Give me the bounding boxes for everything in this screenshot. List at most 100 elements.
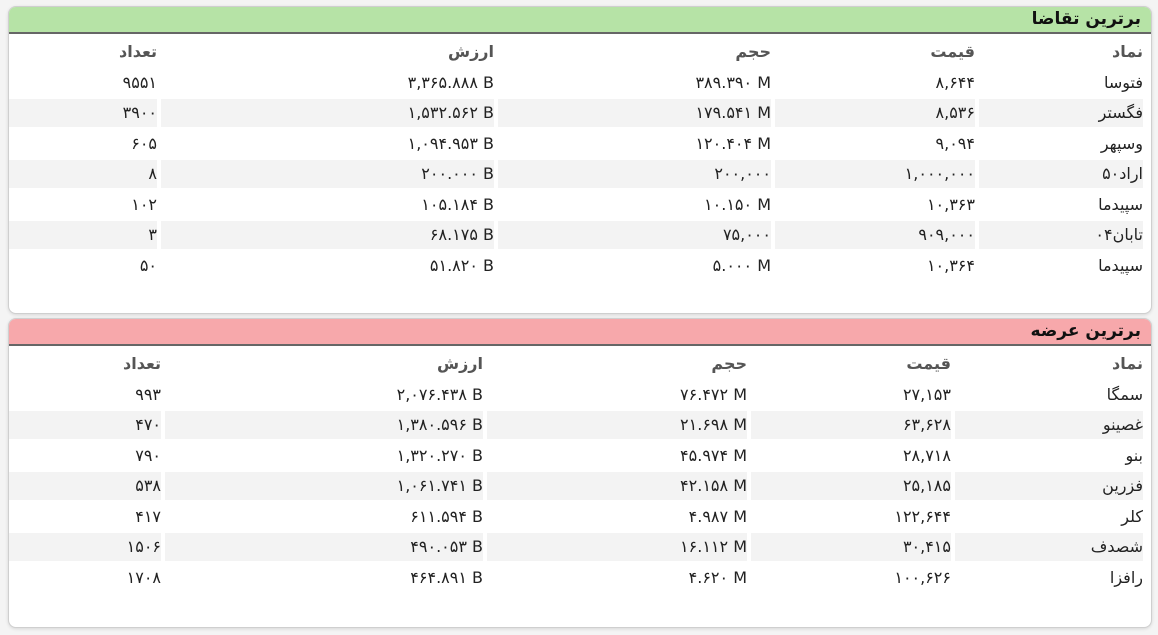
count-cell: ۳ (9, 221, 157, 249)
volume-cell: ۷۵,۰۰۰ (498, 221, 771, 249)
price-cell: ۸,۶۴۴ (935, 72, 975, 92)
volume-cell: ۴.۹۸۷ M (688, 506, 747, 526)
symbol-cell[interactable]: فتوسا (1103, 72, 1143, 92)
table-row[interactable]: فزرین ۲۵,۱۸۵ ۴۲.۱۵۸ M ۱,۰۶۱.۷۴۱ B ۵۳۸ (9, 472, 1151, 500)
price-cell: ۱۰,۳۶۳ (926, 194, 975, 214)
price-cell: ۹,۰۹۴ (935, 133, 975, 153)
table-row[interactable]: سپیدما ۱۰,۳۶۳ ۱۰.۱۵۰ M ۱۰۵.۱۸۴ B ۱۰۲ (9, 191, 1151, 219)
symbol-cell[interactable]: کلر (1121, 506, 1143, 526)
price-cell: ۳۰,۴۱۵ (751, 533, 951, 561)
demand-header-price: قیمت (930, 42, 975, 61)
table-row[interactable]: شصدف ۳۰,۴۱۵ ۱۶.۱۱۲ M ۴۹۰.۰۵۳ B ۱۵۰۶ (9, 533, 1151, 561)
count-cell: ۱۰۲ (131, 194, 157, 214)
price-cell: ۱,۰۰۰,۰۰۰ (775, 160, 975, 188)
symbol-cell[interactable]: اراد۵۰ (979, 160, 1143, 188)
symbol-cell[interactable]: سپیدما (1098, 255, 1143, 275)
volume-cell: ۲۱.۶۹۸ M (487, 411, 747, 439)
value-cell: ۱,۰۶۱.۷۴۱ B (165, 472, 483, 500)
count-cell: ۴۷۰ (9, 411, 161, 439)
count-cell: ۹۹۳ (135, 384, 161, 404)
value-cell: ۶۱۱.۵۹۴ B (410, 506, 483, 526)
price-cell: ۸,۵۳۶ (775, 99, 975, 127)
volume-cell: ۵.۰۰۰ M (712, 255, 771, 275)
count-cell: ۵۰ (139, 255, 157, 275)
symbol-cell[interactable]: بنو (1125, 445, 1143, 465)
demand-header-volume: حجم (735, 42, 771, 61)
volume-cell: ۴۲.۱۵۸ M (487, 472, 747, 500)
value-cell: ۴۶۴.۸۹۱ B (410, 567, 483, 587)
value-cell: ۱,۰۹۴.۹۵۳ B (407, 133, 494, 153)
value-cell: ۱,۳۲۰.۲۷۰ B (396, 445, 483, 465)
supply-header-row: نماد قیمت حجم ارزش تعداد (9, 350, 1151, 378)
price-cell: ۶۳,۶۲۸ (751, 411, 951, 439)
demand-header-value: ارزش (448, 42, 494, 61)
value-cell: ۱,۳۸۰.۵۹۶ B (165, 411, 483, 439)
volume-cell: ۳۸۹.۳۹۰ M (695, 72, 771, 92)
value-cell: ۱,۵۳۲.۵۶۲ B (161, 99, 494, 127)
table-row[interactable]: غصینو ۶۳,۶۲۸ ۲۱.۶۹۸ M ۱,۳۸۰.۵۹۶ B ۴۷۰ (9, 411, 1151, 439)
price-cell: ۹۰۹,۰۰۰ (775, 221, 975, 249)
top-supply-title: برترین عرضه (9, 319, 1151, 346)
value-cell: ۲۰۰.۰۰۰ B (161, 160, 494, 188)
volume-cell: ۱۶.۱۱۲ M (487, 533, 747, 561)
volume-cell: ۴.۶۲۰ M (688, 567, 747, 587)
value-cell: ۱۰۵.۱۸۴ B (421, 194, 494, 214)
price-cell: ۲۷,۱۵۳ (902, 384, 951, 404)
price-cell: ۲۸,۷۱۸ (902, 445, 951, 465)
volume-cell: ۱۲۰.۴۰۴ M (695, 133, 771, 153)
symbol-cell[interactable]: تابان۰۴ (979, 221, 1143, 249)
count-cell: ۵۳۸ (9, 472, 161, 500)
count-cell: ۳۹۰۰ (9, 99, 157, 127)
table-row[interactable]: وسپهر ۹,۰۹۴ ۱۲۰.۴۰۴ M ۱,۰۹۴.۹۵۳ B ۶۰۵ (9, 130, 1151, 158)
demand-header-count: تعداد (119, 42, 157, 61)
value-cell: ۶۸.۱۷۵ B (161, 221, 494, 249)
top-demand-title: برترین تقاضا (9, 7, 1151, 34)
count-cell: ۱۷۰۸ (126, 567, 161, 587)
volume-cell: ۱۷۹.۵۴۱ M (498, 99, 771, 127)
table-row[interactable]: فگستر ۸,۵۳۶ ۱۷۹.۵۴۱ M ۱,۵۳۲.۵۶۲ B ۳۹۰۰ (9, 99, 1151, 127)
count-cell: ۹۵۵۱ (122, 72, 157, 92)
top-demand-panel: برترین تقاضا نماد قیمت حجم ارزش تعداد فتوسا ۸,… (8, 6, 1152, 314)
count-cell: ۸ (9, 160, 157, 188)
price-cell: ۱۲۲,۶۴۴ (894, 506, 951, 526)
count-cell: ۴۱۷ (135, 506, 161, 526)
symbol-cell[interactable]: وسپهر (1100, 133, 1143, 153)
demand-header-row: نماد قیمت حجم ارزش تعداد (9, 38, 1151, 66)
volume-cell: ۱۰.۱۵۰ M (704, 194, 771, 214)
symbol-cell[interactable]: رافزا (1109, 567, 1143, 587)
symbol-cell[interactable]: سمگا (1106, 384, 1143, 404)
table-row[interactable]: بنو ۲۸,۷۱۸ ۴۵.۹۷۴ M ۱,۳۲۰.۲۷۰ B ۷۹۰ (9, 442, 1151, 470)
volume-cell: ۲۰۰,۰۰۰ (498, 160, 771, 188)
value-cell: ۲,۰۷۶.۴۳۸ B (396, 384, 483, 404)
value-cell: ۵۱.۸۲۰ B (429, 255, 494, 275)
symbol-cell[interactable]: سپیدما (1098, 194, 1143, 214)
price-cell: ۲۵,۱۸۵ (751, 472, 951, 500)
volume-cell: ۷۶.۴۷۲ M (680, 384, 747, 404)
count-cell: ۷۹۰ (135, 445, 161, 465)
price-cell: ۱۰,۳۶۴ (926, 255, 975, 275)
count-cell: ۶۰۵ (131, 133, 157, 153)
symbol-cell[interactable]: فگستر (979, 99, 1143, 127)
supply-header-price: قیمت (906, 354, 951, 373)
table-row[interactable]: رافزا ۱۰۰,۶۲۶ ۴.۶۲۰ M ۴۶۴.۸۹۱ B ۱۷۰۸ (9, 564, 1151, 592)
price-cell: ۱۰۰,۶۲۶ (894, 567, 951, 587)
demand-header-symbol: نماد (1112, 42, 1143, 61)
value-cell: ۳,۳۶۵.۸۸۸ B (407, 72, 494, 92)
count-cell: ۱۵۰۶ (9, 533, 161, 561)
top-supply-panel: برترین عرضه نماد قیمت حجم ارزش تعداد سمگا ۲۷,۱… (8, 318, 1152, 628)
supply-header-value: ارزش (437, 354, 483, 373)
table-row[interactable]: فتوسا ۸,۶۴۴ ۳۸۹.۳۹۰ M ۳,۳۶۵.۸۸۸ B ۹۵۵۱ (9, 69, 1151, 97)
supply-header-volume: حجم (711, 354, 747, 373)
volume-cell: ۴۵.۹۷۴ M (680, 445, 747, 465)
symbol-cell[interactable]: غصینو (955, 411, 1143, 439)
value-cell: ۴۹۰.۰۵۳ B (165, 533, 483, 561)
symbol-cell[interactable]: شصدف (955, 533, 1143, 561)
symbol-cell[interactable]: فزرین (955, 472, 1143, 500)
supply-header-symbol: نماد (1112, 354, 1143, 373)
supply-header-count: تعداد (123, 354, 161, 373)
table-row[interactable]: سمگا ۲۷,۱۵۳ ۷۶.۴۷۲ M ۲,۰۷۶.۴۳۸ B ۹۹۳ (9, 381, 1151, 409)
table-row[interactable]: سپیدما ۱۰,۳۶۴ ۵.۰۰۰ M ۵۱.۸۲۰ B ۵۰ (9, 252, 1151, 280)
table-row[interactable]: کلر ۱۲۲,۶۴۴ ۴.۹۸۷ M ۶۱۱.۵۹۴ B ۴۱۷ (9, 503, 1151, 531)
